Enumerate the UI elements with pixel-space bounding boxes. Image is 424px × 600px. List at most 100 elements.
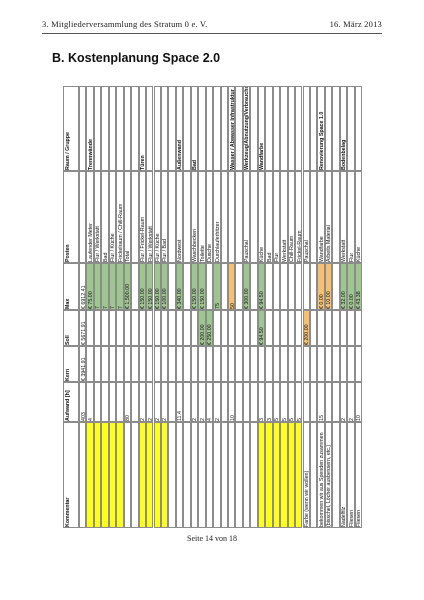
table-cell-gruppe (235, 86, 243, 171)
table-cell-gruppe (324, 86, 333, 171)
table-cell-posten: Werkstatt (339, 171, 348, 263)
table-cell-kommentar (332, 422, 340, 528)
table-cell-posten (220, 171, 228, 263)
table-cell-kommentar (138, 422, 147, 528)
cell-text: € 43.38 (356, 291, 363, 309)
table-cell-soll (332, 310, 340, 346)
table-cell-aufwand: 3 (265, 382, 273, 422)
table-cell-aufwand: 5 (272, 382, 281, 422)
table-cell-posten: Laufender Meter (86, 171, 94, 263)
table-cell-aufwand (309, 382, 318, 422)
table-cell-posten (235, 171, 243, 263)
table-cell-posten: Pauschal (302, 171, 310, 263)
table-cell-kern (160, 346, 169, 382)
table-cell-aufwand: 2 (198, 382, 206, 422)
running-header: 3. Mitgliederversammlung des Stratum 0 e… (42, 19, 382, 33)
table-cell-posten: Flur / Küche (108, 171, 117, 263)
table-cell-kommentar (213, 422, 221, 528)
table-cell-soll (295, 310, 303, 346)
table-cell-max (168, 263, 176, 310)
table-cell-max: € 100.00 (160, 263, 169, 310)
table-cell-aufwand: 2 (347, 382, 355, 422)
table-cell-kern (220, 346, 228, 382)
table-cell-posten: Frickelraum / Chill-Raum (116, 171, 124, 263)
table-cell-kommentar: (bisschel, Löcher ausbessern, etc.) (324, 422, 333, 528)
table-cell-aufwand: 3 (257, 382, 266, 422)
column-header-posten: Posten (63, 171, 79, 263)
table-cell-aufwand (250, 382, 258, 422)
running-header-left: 3. Mitgliederversammlung des Stratum 0 e… (42, 19, 208, 29)
table-cell-max: € 43.38 (354, 263, 363, 310)
table-cell-gruppe (160, 86, 169, 171)
column-header-kern: Kern (63, 346, 79, 382)
table-cell-aufwand (108, 382, 117, 422)
table-cell-posten: Flur / Küche (153, 171, 161, 263)
table-cell-kommentar (146, 422, 154, 528)
table-cell-aufwand (332, 382, 340, 422)
table-cell-kommentar (295, 422, 303, 528)
column-header-max: Max (63, 263, 79, 310)
table-cell-soll (213, 310, 221, 346)
table-cell-gruppe: Trennwände (86, 86, 94, 171)
table-cell-kommentar (160, 422, 169, 528)
table-cell-max: € 94.50 (257, 263, 266, 310)
table-cell-soll (265, 310, 273, 346)
table-cell-posten (79, 171, 87, 263)
table-cell-kern (101, 346, 109, 382)
table-cell-aufwand: 15 (317, 382, 325, 422)
table-cell-max (220, 263, 228, 310)
table-cell-posten: Flur (272, 171, 281, 263)
table-cell-kern (257, 346, 266, 382)
table-cell-kommentar (101, 422, 109, 528)
table-cell-soll (108, 310, 117, 346)
table-cell-kern (250, 346, 258, 382)
table-cell-kommentar (86, 422, 94, 528)
table-cell-posten: Waschbecken (190, 171, 199, 263)
table-cell-aufwand (168, 382, 176, 422)
table-cell-posten (250, 171, 258, 263)
table-cell-posten: Flur / Werkstatt (146, 171, 154, 263)
table-cell-gruppe (272, 86, 281, 171)
table-cell-soll (175, 310, 184, 346)
table-cell-posten (228, 171, 236, 263)
table-cell-kommentar (257, 422, 266, 528)
table-cell-kommentar (123, 422, 132, 528)
table-cell-gruppe (302, 86, 310, 171)
table-cell-kern (190, 346, 199, 382)
table-cell-kern (205, 346, 214, 382)
table-cell-soll (131, 310, 139, 346)
cell-text: Kern (64, 368, 71, 381)
table-cell-posten: Nordwest (175, 171, 184, 263)
table-cell-gruppe (213, 86, 221, 171)
table-cell-max: € 150.00 (138, 263, 147, 310)
table-cell-gruppe (153, 86, 161, 171)
cell-text: Posten (64, 244, 71, 262)
table-cell-kern (265, 346, 273, 382)
table-cell-kommentar (242, 422, 251, 528)
table-cell-soll (250, 310, 258, 346)
table-cell-aufwand (324, 382, 333, 422)
table-cell-kern (228, 346, 236, 382)
table-cell-gruppe (108, 86, 117, 171)
cell-text: Aufwand [h] (64, 390, 71, 421)
table-cell-soll (183, 310, 191, 346)
table-cell-kern (280, 346, 288, 382)
table-cell-max: 7 (116, 263, 124, 310)
table-cell-posten: Arbeits Material (324, 171, 333, 263)
table-cell-posten (332, 171, 340, 263)
table-cell-kommentar (265, 422, 273, 528)
table-cell-max (309, 263, 318, 310)
table-cell-aufwand: 10 (354, 382, 363, 422)
table-cell-soll (168, 310, 176, 346)
table-cell-aufwand (235, 382, 243, 422)
table-cell-kommentar (116, 422, 124, 528)
table-cell-kommentar (175, 422, 184, 528)
cell-text: Kommentar (64, 497, 71, 527)
table-cell-kommentar (250, 422, 258, 528)
table-cell-gruppe (347, 86, 355, 171)
table-cell-kommentar (287, 422, 296, 528)
table-cell-kern (354, 346, 363, 382)
table-cell-kommentar (79, 422, 87, 528)
table-cell-kern (347, 346, 355, 382)
table-cell-kommentar (153, 422, 161, 528)
